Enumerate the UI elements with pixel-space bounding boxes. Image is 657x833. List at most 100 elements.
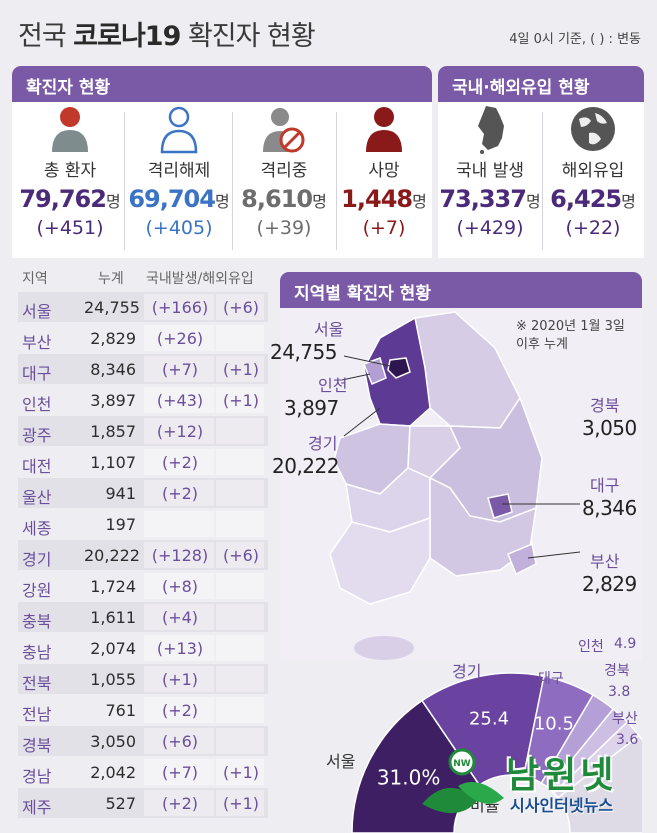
cell-domestic: (+12)	[156, 422, 204, 441]
stat-label: 총 환자	[43, 161, 97, 181]
unit: 명	[105, 192, 121, 211]
stat-change: (+405)	[145, 217, 213, 239]
table-row: 울산 941 (+2)	[18, 478, 268, 508]
cell-total: 761	[105, 701, 136, 720]
donut-slice-경기	[421, 672, 545, 787]
cell-domestic: (+2)	[161, 453, 199, 472]
table-row: 서울 24,755 (+166) (+6)	[18, 292, 268, 322]
donut-value-label: 31.0%	[377, 765, 441, 789]
map-value-busan: 2,829	[582, 572, 637, 596]
logo-mark: NW	[422, 748, 504, 814]
stat-number: 6,425	[550, 185, 622, 213]
cell-domestic: (+43)	[156, 391, 204, 410]
unit: 명	[214, 192, 230, 211]
unit: 명	[412, 192, 427, 211]
col-breakdown: 국내발생/해외유입	[146, 271, 254, 287]
stat-number: 1,448	[341, 185, 413, 213]
cell-domestic: (+4)	[161, 608, 199, 627]
map-value-daegu: 8,346	[582, 496, 637, 520]
cell-region: 충남	[22, 643, 52, 662]
map-label-busan: 부산	[590, 552, 620, 571]
table-row: 전북 1,055 (+1)	[18, 664, 268, 694]
confirmed-panel	[12, 102, 432, 258]
leader-line	[527, 551, 581, 559]
stat-number: 69,704	[128, 185, 216, 213]
table-row: 광주 1,857 (+12)	[18, 416, 268, 446]
cell-domestic: (+2)	[161, 484, 199, 503]
donut-category-label: 경북	[604, 663, 630, 679]
table-header: 지역 누계 국내발생/해외유입	[18, 262, 268, 290]
table-row: 충남 2,074 (+13)	[18, 633, 268, 663]
map-header: 지역별 확진자 현황	[280, 272, 642, 308]
title-number: 19	[144, 21, 182, 52]
cell-region: 대전	[22, 457, 52, 476]
person-death-icon	[336, 104, 432, 154]
table-row: 강원 1,724 (+8)	[18, 571, 268, 601]
cell-total: 2,829	[90, 329, 136, 348]
donut-category-label: 인천	[578, 639, 604, 655]
leader-line	[343, 355, 391, 367]
cell-region: 대구	[22, 364, 52, 383]
unit: 명	[525, 192, 541, 211]
divider	[336, 112, 337, 250]
stat-released: 격리해제 69,704명 (+405)	[126, 104, 232, 239]
divider	[232, 112, 233, 250]
cell-region: 서울	[22, 302, 52, 321]
table-row: 인천 3,897 (+43) (+1)	[18, 385, 268, 415]
cell-total: 20,222	[84, 546, 140, 565]
map-value-gyeongbuk: 3,050	[582, 416, 637, 440]
region-gangwon	[414, 311, 521, 429]
cell-region: 경남	[22, 767, 52, 786]
logo-name: 남원넷	[506, 755, 618, 796]
cell-total: 3,050	[90, 732, 136, 751]
region-jeju	[354, 636, 414, 660]
stat-change: (+7)	[362, 217, 406, 239]
stat-label: 격리해제	[147, 161, 211, 181]
donut-category-label: 대구	[538, 671, 564, 687]
map-label-daegu: 대구	[590, 476, 620, 495]
cell-foreign: (+6)	[222, 298, 260, 317]
cell-foreign: (+1)	[222, 794, 260, 813]
table-row: 부산 2,829 (+26)	[18, 323, 268, 353]
page-title: 전국 코로나19 확진자 현황	[18, 14, 316, 53]
table-row: 대구 8,346 (+7) (+1)	[18, 354, 268, 384]
region-jeonnam	[329, 516, 431, 605]
stat-value: 8,610명	[232, 185, 336, 213]
cell-region: 경북	[22, 736, 52, 755]
region-daegu	[487, 493, 513, 519]
donut-category-label: 부산	[612, 711, 638, 727]
cell-region: 전북	[22, 674, 52, 693]
map-value-incheon: 3,897	[284, 396, 339, 420]
cell-region: 충북	[22, 612, 52, 631]
stat-change: (+429)	[456, 217, 524, 239]
map-label-gyeonggi: 경기	[308, 434, 338, 453]
cell-region: 경기	[22, 550, 52, 569]
stat-total: 총 환자 79,762명 (+451)	[16, 104, 124, 239]
cell-domestic: (+13)	[156, 639, 204, 658]
leader-line	[343, 407, 381, 437]
cell-foreign: (+1)	[222, 391, 260, 410]
table-row: 경기 20,222 (+128) (+6)	[18, 540, 268, 570]
col-total: 누계	[98, 271, 124, 287]
table-row: 충북 1,611 (+4)	[18, 602, 268, 632]
stat-number: 79,762	[19, 185, 107, 213]
korea-map	[329, 311, 581, 660]
stat-change: (+22)	[565, 217, 621, 239]
cell-total: 527	[105, 794, 136, 813]
cell-region: 제주	[22, 798, 52, 817]
cell-domestic: (+6)	[161, 732, 199, 751]
stat-number: 73,337	[439, 185, 527, 213]
donut-small-value: 3.8	[608, 684, 631, 700]
donut-slice-rest	[556, 734, 642, 833]
cell-total: 197	[105, 515, 136, 534]
stat-value: 73,337명	[438, 185, 542, 213]
cell-total: 2,074	[90, 639, 136, 658]
cell-total: 1,611	[90, 608, 136, 627]
map-label-gyeongbuk: 경북	[590, 396, 620, 415]
table-row: 경남 2,042 (+7) (+1)	[18, 757, 268, 787]
cell-domestic: (+128)	[151, 546, 209, 565]
donut-value-label: 25.4	[469, 708, 509, 729]
cell-domestic: (+2)	[161, 794, 199, 813]
table-row: 경북 3,050 (+6)	[18, 726, 268, 756]
cell-total: 1,055	[90, 670, 136, 689]
